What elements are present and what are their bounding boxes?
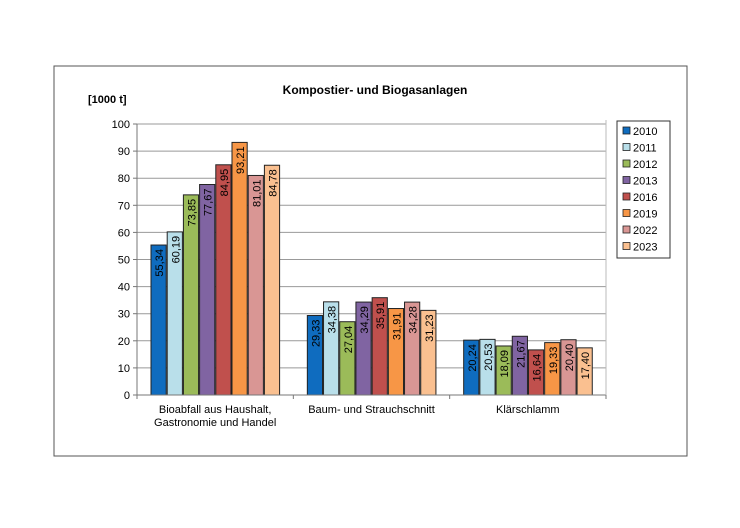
data-label: 20,40	[564, 344, 576, 372]
data-label: 31,91	[391, 313, 403, 341]
data-label: 20,53	[483, 343, 495, 371]
bar-2019	[231, 141, 248, 396]
bar-2023	[263, 164, 281, 396]
bar-2016	[215, 164, 232, 396]
x-tick-label: Gastronomie und Handel	[154, 417, 276, 429]
y-tick-label: 50	[118, 255, 130, 267]
data-label: 34,28	[408, 306, 420, 334]
legend-label: 2016	[633, 192, 657, 204]
y-tick-label: 20	[118, 336, 130, 348]
legend-swatch-2011	[622, 143, 631, 151]
y-tick-label: 70	[118, 200, 130, 212]
data-label: 34,38	[327, 306, 339, 334]
legend-label: 2022	[633, 225, 657, 237]
data-label: 20,24	[467, 344, 479, 372]
data-label: 55,34	[154, 249, 166, 277]
bar-2022	[247, 174, 264, 396]
data-label: 17,40	[580, 352, 592, 380]
legend-swatch-2012	[622, 159, 631, 168]
data-label: 93,21	[235, 146, 247, 174]
legend-swatch-2013	[622, 176, 631, 184]
legend-label: 2012	[633, 159, 657, 171]
x-tick-label: Klärschlamm	[496, 404, 560, 416]
chart-title: Kompostier- und Biogasanlagen	[283, 83, 468, 97]
legend-label: 2011	[633, 143, 657, 155]
legend-swatch-2019	[622, 209, 631, 217]
data-label: 34,29	[359, 306, 371, 334]
data-label: 81,01	[251, 179, 263, 207]
y-tick-label: 60	[118, 227, 130, 239]
y-tick-label: 30	[118, 309, 130, 321]
y-tick-label: 90	[118, 146, 130, 158]
legend-label: 2019	[633, 209, 657, 221]
legend-swatch-2022	[622, 225, 631, 234]
data-label: 27,04	[343, 326, 355, 354]
legend-swatch-2023	[622, 242, 631, 250]
data-label: 16,64	[532, 354, 544, 382]
legend-label: 2010	[633, 126, 657, 138]
y-tick-label: 0	[124, 390, 130, 402]
y-tick-label: 80	[118, 173, 130, 185]
data-label: 18,09	[499, 350, 511, 378]
data-label: 84,78	[268, 169, 280, 197]
y-axis-label: [1000 t]	[88, 94, 127, 106]
legend-swatch-2016	[622, 192, 631, 201]
data-label: 60,19	[170, 236, 182, 264]
x-tick-label: Baum- und Strauchschnitt	[308, 404, 435, 416]
x-tick-label: Bioabfall aus Haushalt,	[159, 404, 272, 416]
data-label: 73,85	[187, 199, 199, 227]
legend-label: 2013	[633, 176, 657, 188]
data-label: 21,67	[515, 340, 527, 368]
y-tick-label: 10	[118, 363, 130, 375]
data-label: 84,95	[219, 169, 231, 197]
y-tick-label: 40	[118, 282, 130, 294]
data-label: 19,33	[548, 347, 560, 375]
data-label: 29,33	[310, 320, 322, 348]
data-label: 35,91	[375, 302, 387, 330]
legend-label: 2023	[633, 242, 657, 254]
legend-swatch-2010	[622, 126, 631, 135]
data-label: 77,67	[203, 189, 215, 217]
y-tick-label: 100	[112, 119, 130, 131]
data-label: 31,23	[424, 314, 436, 342]
